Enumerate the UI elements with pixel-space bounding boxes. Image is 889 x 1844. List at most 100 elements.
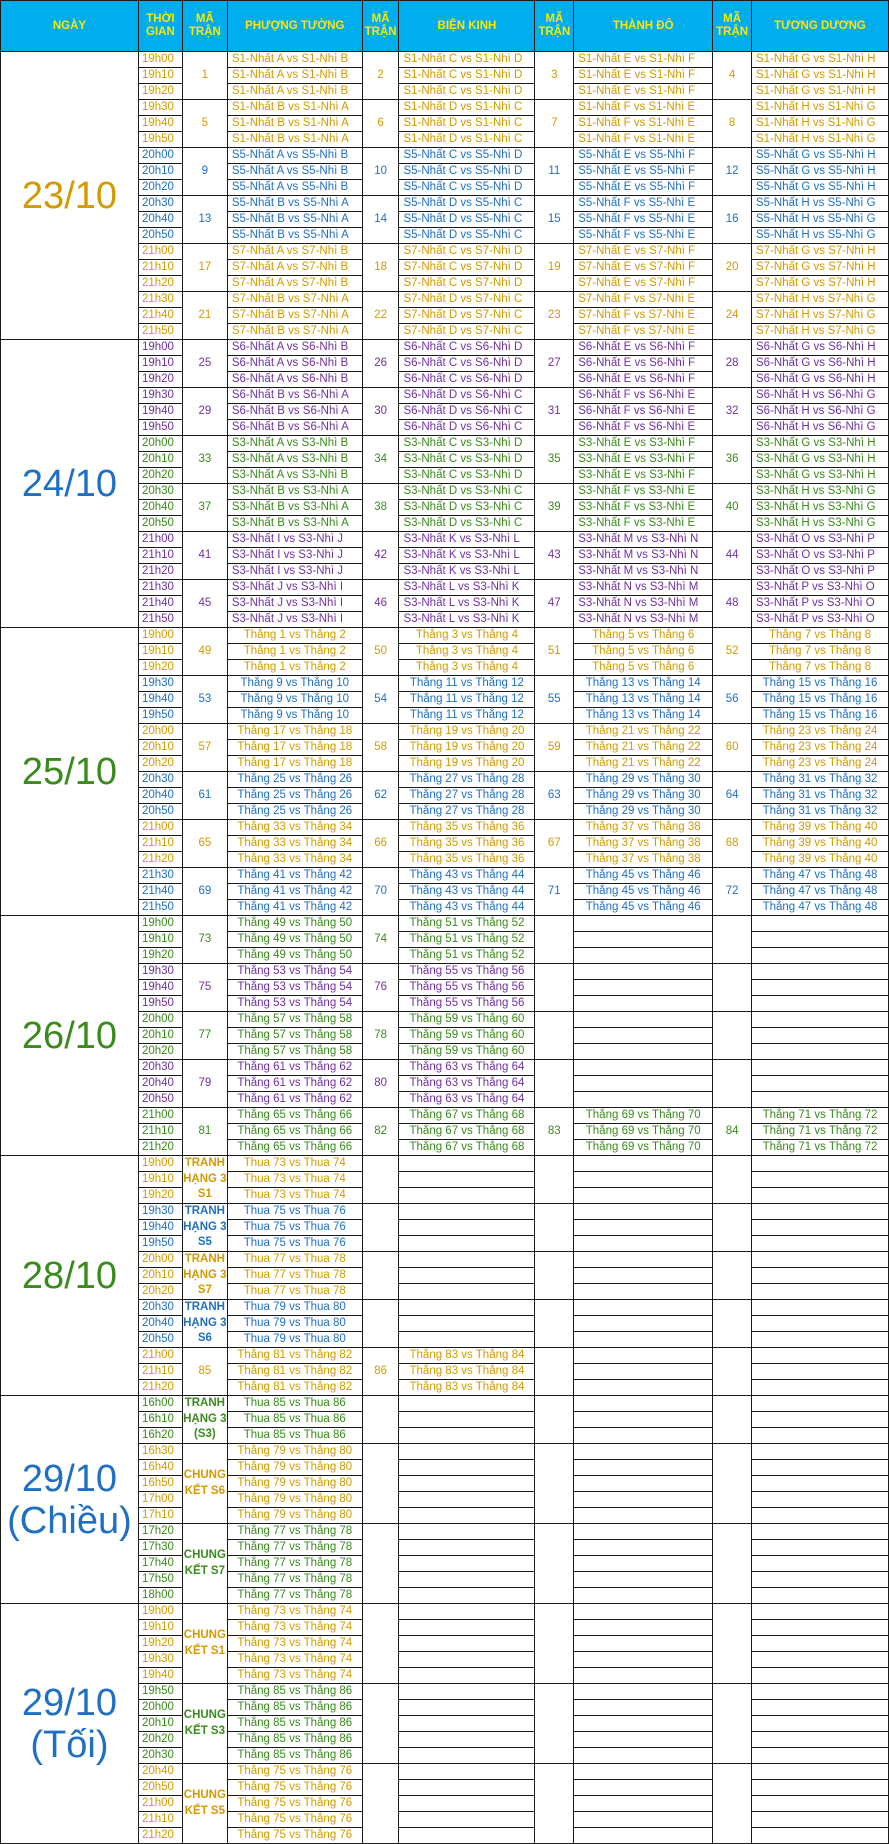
match-cell (573, 947, 714, 964)
time-cell: 20h40 (137, 499, 183, 516)
match-cell (751, 1443, 889, 1460)
time-cell: 17h00 (137, 1491, 183, 1508)
match-cell: Thắng 51 vs Thắng 52 (398, 947, 536, 964)
time-cell: 20h00 (137, 1251, 183, 1268)
match-code: 21 (181, 291, 228, 340)
match-code: 30 (361, 387, 400, 436)
match-cell: Thắng 85 vs Thắng 86 (226, 1747, 363, 1764)
match-cell (398, 1795, 536, 1812)
match-cell: S6-Nhất C vs S6-Nhì D (398, 355, 536, 372)
match-cell: S1-Nhất F vs S1-Nhì E (573, 99, 714, 116)
match-cell (398, 1171, 536, 1188)
match-cell (398, 1315, 536, 1332)
match-code: 59 (534, 723, 575, 772)
match-cell (751, 1219, 889, 1236)
match-cell: Thắng 7 vs Thắng 8 (751, 659, 889, 676)
match-cell: Thắng 23 vs Thắng 24 (751, 723, 889, 740)
match-code: TRANH HẠNG 3 S5 (181, 1203, 228, 1252)
match-cell (751, 1347, 889, 1364)
header-code-3: MÃ TRẬN (534, 0, 575, 52)
match-cell (398, 1699, 536, 1716)
time-cell: 19h00 (137, 915, 183, 932)
schedule-row: 19h20 Thắng 49 vs Thắng 50 Thắng 51 vs Thắ… (1, 947, 889, 964)
match-cell: S3-Nhất M vs S3-Nhì N (573, 547, 714, 564)
time-cell: 20h30 (137, 1747, 183, 1764)
schedule-row: 20h40 S3-Nhất B vs S3-Nhì A S3-Nhất D vs S… (1, 499, 889, 516)
match-cell: Thắng 79 vs Thắng 80 (226, 1491, 363, 1508)
match-cell: Thắng 49 vs Thắng 50 (226, 915, 363, 932)
match-code (712, 1683, 753, 1764)
match-code: 76 (361, 963, 400, 1012)
match-code: 55 (534, 675, 575, 724)
match-cell (751, 947, 889, 964)
match-cell (398, 1635, 536, 1652)
time-cell: 21h30 (137, 867, 183, 884)
match-cell (573, 1011, 714, 1028)
match-code: 5 (181, 99, 228, 148)
match-cell (751, 1267, 889, 1284)
time-cell: 19h40 (137, 1667, 183, 1684)
match-cell: Thắng 37 vs Thắng 38 (573, 835, 714, 852)
header-code-2: MÃ TRẬN (361, 0, 400, 52)
match-cell (573, 1059, 714, 1076)
day-label: 24/10 (0, 339, 139, 628)
time-cell: 20h00 (137, 1011, 183, 1028)
match-cell (573, 1667, 714, 1684)
match-cell: S7-Nhất B vs S7-Nhì A (226, 323, 363, 340)
match-cell: Thắng 35 vs Thắng 36 (398, 819, 536, 836)
match-cell (398, 1395, 536, 1412)
schedule-row: 24/10 19h00 25 S6-Nhất A vs S6-Nhì B 26 S6-Nh… (0, 339, 889, 628)
match-code: 57 (181, 723, 228, 772)
match-cell: Thắng 27 vs Thắng 28 (398, 771, 536, 788)
match-cell (751, 1603, 889, 1620)
match-cell (573, 1155, 714, 1172)
schedule-row: 20h40 Thua 79 vs Thua 80 (1, 1315, 889, 1332)
match-code (712, 1347, 753, 1396)
match-code: 31 (534, 387, 575, 436)
match-cell: Thắng 1 vs Thắng 2 (226, 627, 363, 644)
schedule-row: 17h00 Thắng 79 vs Thắng 80 (1, 1491, 889, 1508)
match-cell (751, 1571, 889, 1588)
match-cell: Thắng 13 vs Thắng 14 (573, 707, 714, 724)
time-cell: 19h20 (137, 371, 183, 388)
time-cell: 19h40 (137, 691, 183, 708)
match-code (534, 1443, 575, 1524)
time-cell: 21h30 (137, 579, 183, 596)
match-code: 22 (361, 291, 400, 340)
match-cell: S7-Nhất D vs S7-Nhì C (398, 307, 536, 324)
match-code: 38 (361, 483, 400, 532)
time-cell: 19h10 (137, 355, 183, 372)
match-cell: S7-Nhất G vs S7-Nhì H (751, 275, 889, 292)
match-cell: S6-Nhất D vs S6-Nhì C (398, 419, 536, 436)
match-cell: S5-Nhất D vs S5-Nhì C (398, 227, 536, 244)
match-cell (751, 1523, 889, 1540)
match-cell (398, 1235, 536, 1252)
match-code: 32 (712, 387, 753, 436)
match-cell: Thắng 65 vs Thắng 66 (226, 1139, 363, 1156)
match-cell: Thắng 43 vs Thắng 44 (398, 899, 536, 916)
match-cell: S5-Nhất C vs S5-Nhì D (398, 179, 536, 196)
match-cell (573, 1187, 714, 1204)
match-cell (573, 1379, 714, 1396)
match-cell: S3-Nhất M vs S3-Nhì N (573, 531, 714, 548)
time-cell: 19h50 (137, 419, 183, 436)
match-cell (573, 1331, 714, 1348)
schedule-row: 20h20 S3-Nhất A vs S3-Nhì B S3-Nhất C vs S… (1, 467, 889, 484)
schedule-row: 19h30 5 S1-Nhất B vs S1-Nhì A 6 S1-Nhất D vs… (1, 99, 889, 148)
match-cell (573, 1091, 714, 1108)
match-cell (573, 1651, 714, 1668)
match-cell: S3-Nhất F vs S3-Nhì E (573, 483, 714, 500)
match-code (534, 1203, 575, 1252)
match-cell: S1-Nhất E vs S1-Nhì F (573, 51, 714, 68)
time-cell: 17h10 (137, 1507, 183, 1524)
match-cell (573, 1459, 714, 1476)
time-cell: 21h20 (137, 1379, 183, 1396)
match-cell: Thắng 79 vs Thắng 80 (226, 1459, 363, 1476)
match-cell: S3-Nhất I vs S3-Nhì J (226, 547, 363, 564)
time-cell: 20h30 (137, 1299, 183, 1316)
time-cell: 16h50 (137, 1475, 183, 1492)
time-cell: 20h20 (137, 179, 183, 196)
match-cell: Thắng 33 vs Thắng 34 (226, 851, 363, 868)
match-cell: Thắng 13 vs Thắng 14 (573, 691, 714, 708)
match-cell: S1-Nhất A vs S1-Nhì B (226, 83, 363, 100)
